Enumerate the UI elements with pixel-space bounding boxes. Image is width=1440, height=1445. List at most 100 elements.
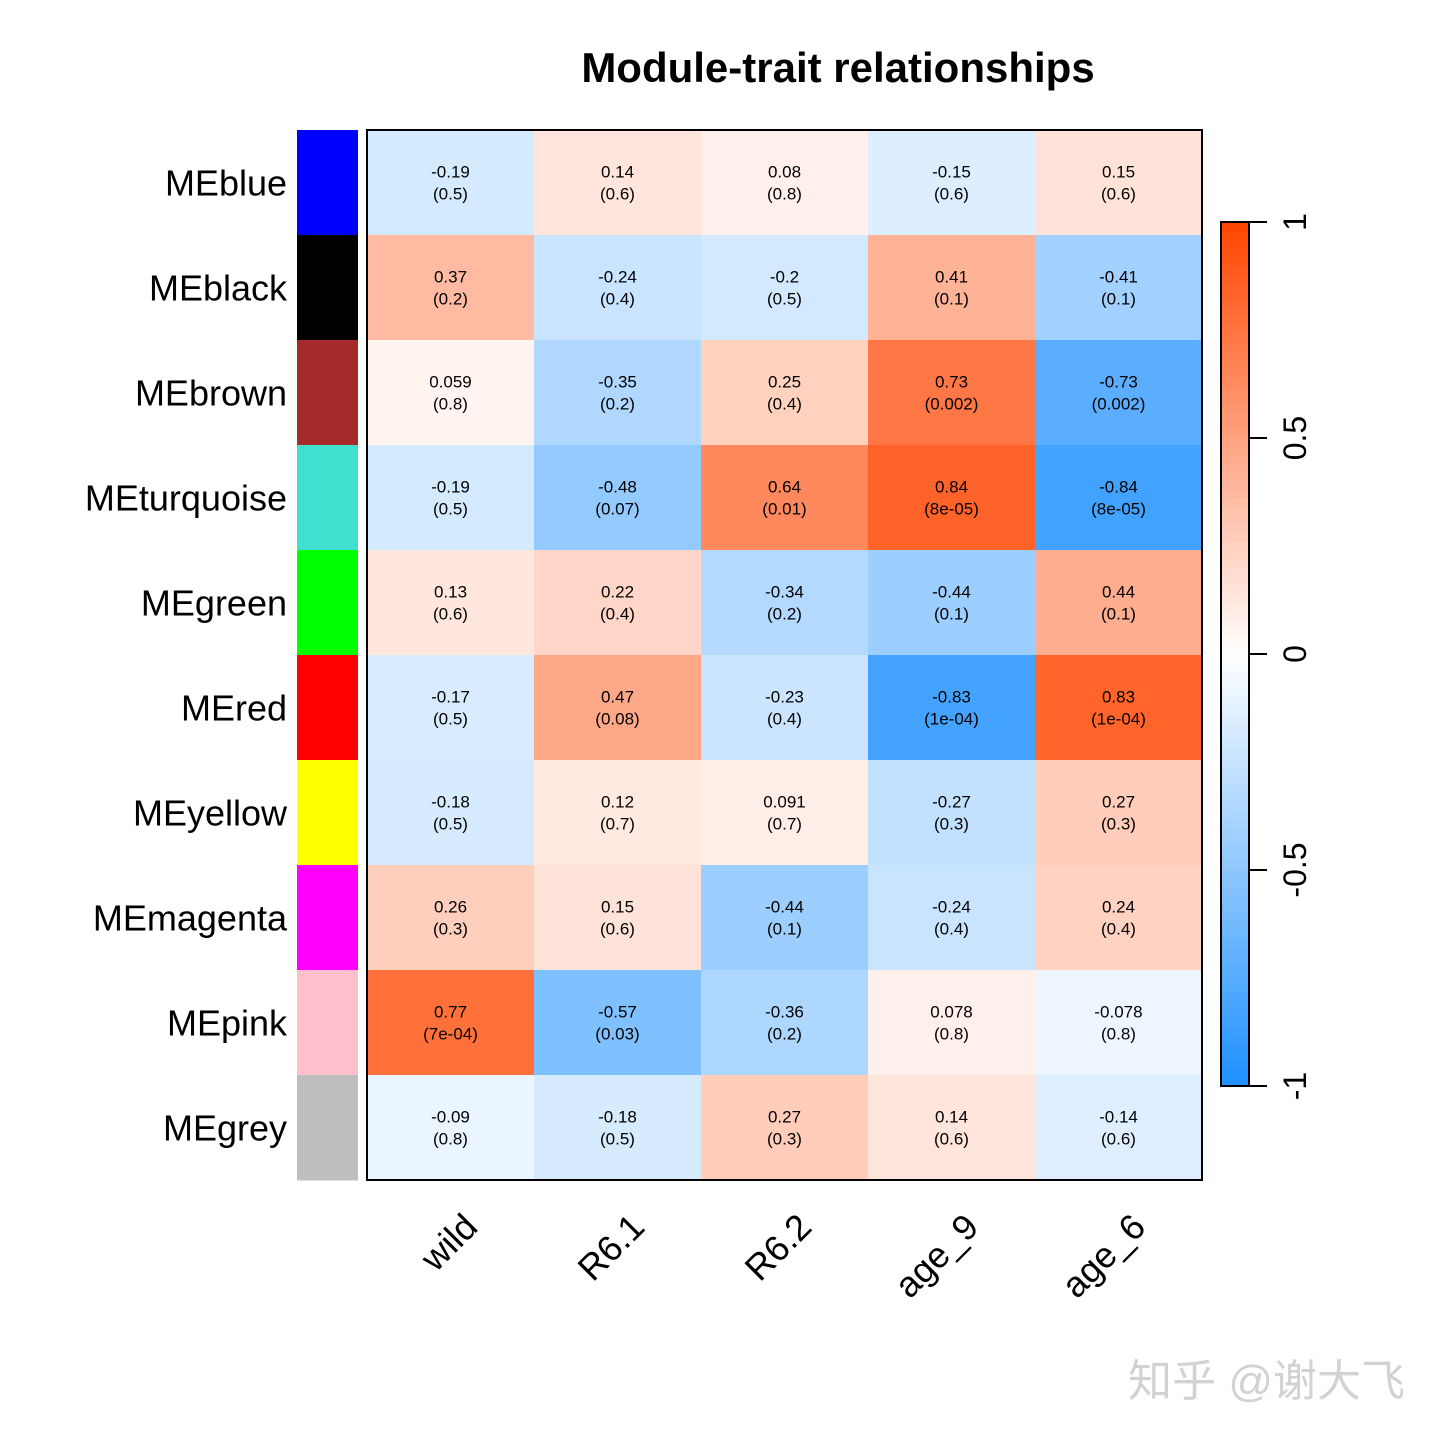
legend-color-step (1221, 852, 1249, 862)
cell-correlation-label: -0.2 (770, 268, 799, 287)
legend-color-step (1221, 239, 1249, 249)
legend-color-step (1221, 619, 1249, 629)
legend-color-step (1221, 610, 1249, 621)
cell-correlation-label: -0.18 (598, 1108, 637, 1127)
cell-pvalue-label: (0.1) (934, 605, 969, 624)
cell-pvalue-label: (0.07) (595, 500, 639, 519)
legend-color-step (1221, 541, 1249, 551)
heatmap-cell (367, 865, 535, 971)
legend-color-step (1221, 291, 1249, 301)
row-label: MEgrey (163, 1108, 287, 1149)
heatmap-cell (868, 550, 1036, 656)
legend-color-step (1221, 342, 1249, 353)
legend-color-step (1221, 584, 1249, 595)
column-labels: wild R6.1 R6.2 age_9 age_6 (412, 1206, 1154, 1306)
heatmap-cell (534, 1075, 702, 1181)
heatmap-cell (534, 655, 702, 761)
legend-color-step (1221, 498, 1249, 508)
legend-color-step (1221, 558, 1249, 569)
legend-color-step (1221, 990, 1249, 1001)
heatmap-cell (1035, 130, 1203, 236)
heatmap-cell (1035, 445, 1203, 551)
cell-pvalue-label: (0.4) (767, 710, 802, 729)
row-labels: MEblue MEblack MEbrown MEturquoise MEgreen ME… (85, 163, 288, 1149)
cell-correlation-label: 0.41 (935, 268, 968, 287)
cell-correlation-label: 0.44 (1102, 583, 1135, 602)
legend-color-step (1221, 861, 1249, 871)
cell-pvalue-label: (0.6) (934, 185, 969, 204)
legend-color-step (1221, 472, 1249, 482)
cell-correlation-label: 0.059 (429, 373, 472, 392)
cell-correlation-label: 0.14 (935, 1108, 968, 1127)
cell-correlation-label: -0.15 (932, 163, 971, 182)
legend-color-step (1221, 1060, 1249, 1070)
column-label: age_6 (1053, 1206, 1153, 1306)
heatmap-cell (868, 655, 1036, 761)
cell-correlation-label: 0.14 (601, 163, 634, 182)
heatmap-cell (367, 970, 535, 1076)
legend-color-step (1221, 628, 1249, 638)
legend-color-step (1221, 999, 1249, 1009)
cell-correlation-label: 0.27 (1102, 793, 1135, 812)
module-color-bar (297, 970, 358, 1076)
cell-correlation-label: 0.84 (935, 478, 968, 497)
legend-color-step (1221, 394, 1249, 405)
legend-color-step (1221, 317, 1249, 327)
column-label: age_9 (886, 1206, 986, 1306)
heatmap-cell (868, 340, 1036, 446)
cell-pvalue-label: (1e-04) (1091, 710, 1146, 729)
cell-pvalue-label: (0.03) (595, 1025, 639, 1044)
legend-color-step (1221, 740, 1249, 750)
legend-color-step (1221, 757, 1249, 767)
heatmap-cell (534, 445, 702, 551)
heatmap-cell (367, 655, 535, 761)
cell-pvalue-label: (0.5) (767, 290, 802, 309)
cell-correlation-label: 0.15 (601, 898, 634, 917)
module-color-bar (297, 235, 358, 341)
cell-pvalue-label: (0.5) (433, 815, 468, 834)
legend-color-step (1221, 386, 1249, 396)
cell-correlation-label: -0.84 (1099, 478, 1138, 497)
legend-color-step (1221, 965, 1249, 975)
cell-pvalue-label: (0.8) (767, 185, 802, 204)
row-label: MEblue (165, 163, 287, 204)
legend-color-step (1221, 455, 1249, 465)
legend-color-step (1221, 947, 1249, 957)
legend-color-step (1221, 731, 1249, 741)
row-label: MEpink (167, 1003, 288, 1044)
legend-color-step (1221, 550, 1249, 560)
cell-correlation-label: 0.27 (768, 1108, 801, 1127)
heatmap-cell (868, 865, 1036, 971)
legend-color-step (1221, 273, 1249, 284)
legend-color-step (1221, 749, 1249, 759)
heatmap-cell (701, 970, 869, 1076)
cell-pvalue-label: (0.7) (767, 815, 802, 834)
legend-color-step (1221, 429, 1249, 439)
legend-color-step (1221, 973, 1249, 983)
legend-color-step (1221, 1051, 1249, 1061)
legend-color-step (1221, 835, 1249, 845)
legend-color-step (1221, 1068, 1249, 1078)
cell-correlation-label: -0.14 (1099, 1108, 1138, 1127)
heatmap-cell (1035, 1075, 1203, 1181)
heatmap-cell (868, 130, 1036, 236)
heatmap-cell (367, 445, 535, 551)
module-color-bar (297, 340, 358, 446)
cell-pvalue-label: (0.2) (767, 1025, 802, 1044)
legend-color-step (1221, 1025, 1249, 1035)
legend-color-step (1221, 412, 1249, 422)
cell-pvalue-label: (0.2) (433, 290, 468, 309)
cell-pvalue-label: (1e-04) (924, 710, 979, 729)
column-label: R6.1 (569, 1206, 652, 1289)
cell-pvalue-label: (0.3) (934, 815, 969, 834)
column-label: R6.2 (736, 1206, 819, 1289)
heatmap-cell (1035, 340, 1203, 446)
cell-pvalue-label: (0.6) (600, 920, 635, 939)
cell-correlation-label: 0.77 (434, 1003, 467, 1022)
legend-color-step (1221, 844, 1249, 854)
legend-color-step (1221, 524, 1249, 534)
cell-pvalue-label: (0.8) (433, 1130, 468, 1149)
cell-correlation-label: -0.83 (932, 688, 971, 707)
heatmap-cell (868, 1075, 1036, 1181)
heatmap-cell (701, 235, 869, 341)
